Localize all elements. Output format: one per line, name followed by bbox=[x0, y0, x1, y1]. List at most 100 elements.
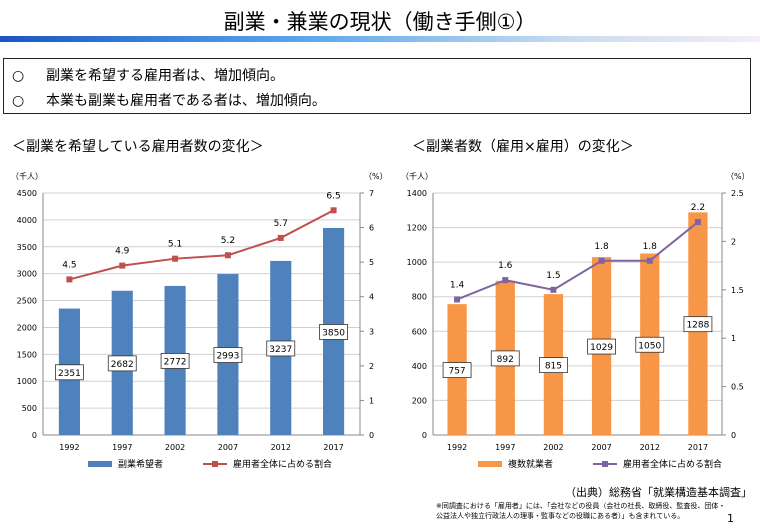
x-tick-label: 2017 bbox=[323, 443, 343, 452]
y2-tick-label: 7 bbox=[369, 189, 374, 198]
chart-title-left: ＜副業を希望している雇用者数の変化＞ bbox=[12, 139, 264, 155]
line-value-label: 1.4 bbox=[450, 280, 465, 290]
y-tick-label: 600 bbox=[412, 327, 427, 336]
legend-line-marker bbox=[212, 461, 218, 467]
bar-value-label: 2772 bbox=[164, 357, 187, 367]
bar-value-box bbox=[213, 347, 243, 363]
bar-value-label: 1050 bbox=[638, 341, 661, 351]
x-tick-label: 2012 bbox=[640, 443, 660, 452]
line-value-label: 6.5 bbox=[326, 191, 340, 201]
page-title: 副業・兼業の現状（働き手側①） bbox=[223, 10, 537, 34]
bullet-icon: ○ bbox=[12, 68, 25, 84]
line-point bbox=[172, 255, 179, 262]
summary-box: ○ 副業を希望する雇用者は、増加傾向。 ○ 本業も副業も雇用者である者は、増加傾向。 bbox=[3, 58, 751, 114]
y2-tick-label: 0 bbox=[731, 431, 736, 440]
line-point bbox=[550, 286, 557, 293]
bar-value-label: 2682 bbox=[111, 360, 134, 370]
line-point bbox=[646, 257, 653, 264]
y-tick-label: 200 bbox=[412, 396, 427, 405]
summary-text: 本業も副業も雇用者である者は、増加傾向。 bbox=[46, 93, 326, 109]
legend-bar-label: 複数就業者 bbox=[508, 458, 553, 470]
x-tick-label: 2017 bbox=[688, 443, 708, 452]
y2-axis-unit: （%） bbox=[726, 172, 750, 181]
x-tick-label: 2002 bbox=[165, 443, 185, 452]
chart-title-right: ＜副業者数（雇用×雇用）の変化＞ bbox=[412, 139, 634, 155]
line-point bbox=[454, 296, 461, 303]
footnote: ※同調査における「雇用者」には、「会社などの役員（会社の社長、取締役、監査役、団… bbox=[436, 502, 726, 520]
y2-tick-label: 1 bbox=[369, 396, 374, 405]
y2-axis-unit: （%） bbox=[364, 172, 388, 181]
bar-value-label: 2351 bbox=[58, 369, 81, 379]
bar-value-box bbox=[266, 340, 296, 357]
legend-bar-label: 副業希望者 bbox=[118, 458, 163, 470]
summary-text: 副業を希望する雇用者は、増加傾向。 bbox=[46, 68, 284, 84]
bar-value-box bbox=[635, 336, 665, 353]
y-tick-label: 1200 bbox=[407, 224, 427, 233]
y-tick-label: 400 bbox=[412, 362, 427, 371]
y2-tick-label: 2 bbox=[369, 362, 374, 371]
line-point bbox=[119, 262, 126, 269]
y-tick-label: 1500 bbox=[17, 350, 37, 359]
bar-value-box bbox=[442, 362, 472, 378]
y-tick-label: 2000 bbox=[17, 323, 37, 332]
y-tick-label: 3000 bbox=[17, 270, 37, 279]
line-series bbox=[456, 221, 699, 301]
line-point bbox=[66, 276, 73, 283]
line-value-label: 4.5 bbox=[62, 260, 76, 270]
bar-value-label: 2993 bbox=[216, 352, 239, 362]
y-tick-label: 1000 bbox=[407, 258, 427, 267]
y2-tick-label: 1 bbox=[731, 334, 736, 343]
bar-value-label: 815 bbox=[545, 362, 562, 372]
y2-tick-label: 0.5 bbox=[731, 383, 744, 392]
y-tick-label: 1400 bbox=[407, 189, 427, 198]
legend-line-marker bbox=[602, 461, 608, 467]
line-value-label: 5.1 bbox=[168, 240, 182, 250]
bar-value-box bbox=[55, 364, 84, 381]
line-point bbox=[330, 207, 337, 214]
y-tick-label: 3500 bbox=[17, 243, 37, 252]
x-tick-label: 2002 bbox=[543, 443, 563, 452]
summary-item: ○ 副業を希望する雇用者は、増加傾向。 bbox=[12, 65, 284, 85]
legend-line-label: 雇用者全体に占める割合 bbox=[623, 458, 722, 470]
line-point bbox=[502, 277, 509, 284]
line-point bbox=[224, 252, 231, 259]
y2-tick-label: 0 bbox=[369, 431, 374, 440]
y2-tick-label: 2 bbox=[731, 237, 736, 246]
line-value-label: 5.7 bbox=[274, 219, 288, 229]
line-value-label: 5.2 bbox=[221, 236, 235, 246]
bar-value-box bbox=[319, 324, 348, 340]
bar-value-box bbox=[587, 338, 616, 355]
bar-value-label: 1288 bbox=[686, 321, 709, 331]
bar-value-label: 892 bbox=[497, 355, 514, 365]
bullet-icon: ○ bbox=[12, 93, 25, 109]
bar-value-label: 3237 bbox=[269, 345, 292, 355]
line-value-label: 2.2 bbox=[691, 203, 705, 213]
bar-value-box bbox=[160, 353, 190, 369]
line-series bbox=[69, 209, 335, 281]
bar-value-box bbox=[539, 357, 568, 373]
y-tick-label: 2500 bbox=[17, 297, 37, 306]
x-tick-label: 1992 bbox=[59, 443, 79, 452]
bar-value-label: 757 bbox=[448, 367, 465, 377]
y-tick-label: 500 bbox=[22, 404, 37, 413]
y2-tick-label: 6 bbox=[369, 224, 374, 233]
y-tick-label: 4000 bbox=[17, 216, 37, 225]
y-axis-unit: （千人） bbox=[401, 171, 433, 181]
y-tick-label: 1000 bbox=[17, 377, 37, 386]
y2-tick-label: 5 bbox=[369, 258, 374, 267]
y-axis-unit: （千人） bbox=[11, 171, 43, 181]
y-tick-label: 0 bbox=[32, 431, 37, 440]
legend-line-label: 雇用者全体に占める割合 bbox=[233, 458, 332, 470]
y-tick-label: 4500 bbox=[17, 189, 37, 198]
source: （出典）総務省「就業構造基本調査」 bbox=[565, 486, 752, 499]
line-value-label: 1.5 bbox=[546, 271, 560, 281]
line-point bbox=[694, 219, 701, 226]
legend-bar-swatch bbox=[88, 461, 112, 467]
y2-tick-label: 2.5 bbox=[731, 189, 744, 198]
line-value-label: 1.8 bbox=[643, 242, 658, 252]
line-point bbox=[598, 257, 605, 264]
page-number: 1 bbox=[727, 512, 734, 525]
summary-item: ○ 本業も副業も雇用者である者は、増加傾向。 bbox=[12, 90, 326, 110]
bar-value-box bbox=[490, 350, 520, 367]
